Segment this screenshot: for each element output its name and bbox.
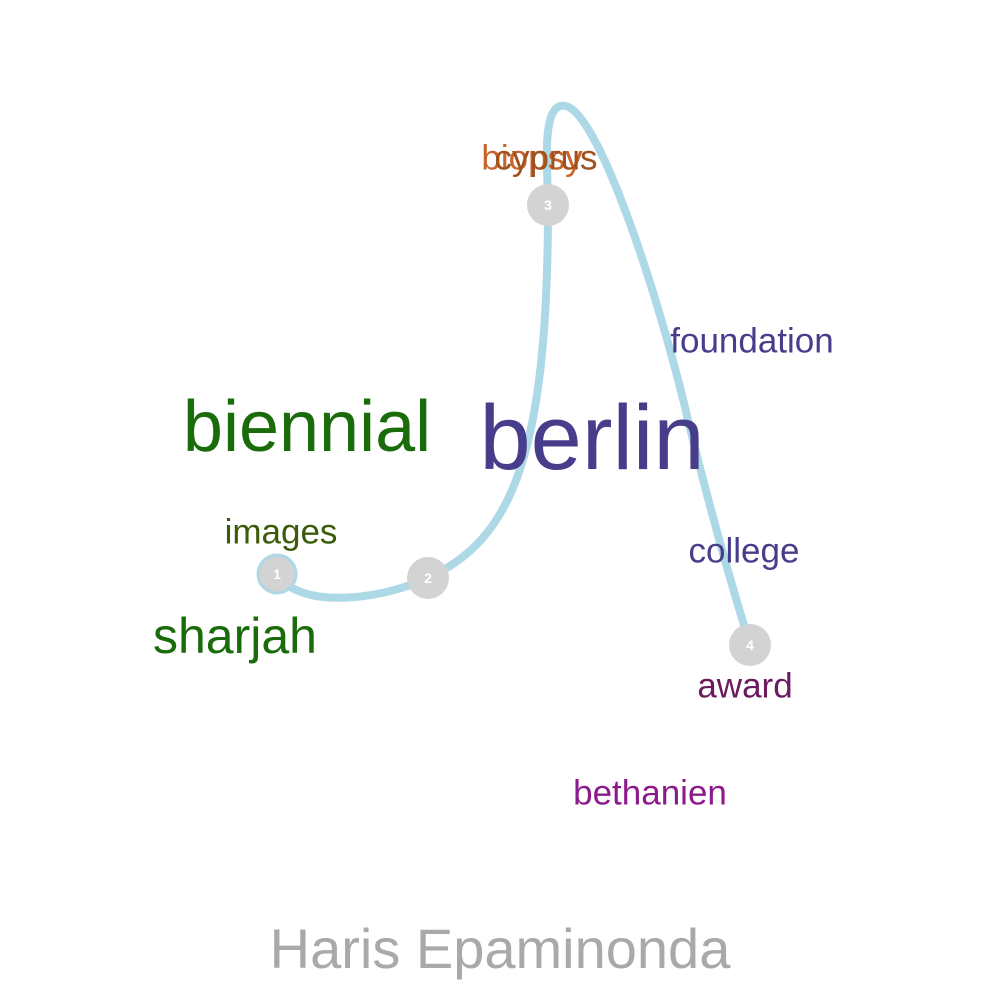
marker-2: 2 (407, 557, 449, 599)
word-bethanien: bethanien (573, 773, 727, 813)
word-cyprus: cyprus (494, 138, 598, 178)
word-biennial: biennial (182, 387, 432, 467)
word-foundation: foundation (670, 321, 834, 361)
word-berlin: berlin (479, 387, 705, 489)
marker-3-label: 3 (544, 197, 552, 213)
word-college: college (688, 531, 800, 571)
word-images: images (224, 512, 338, 552)
marker-2-label: 2 (424, 570, 432, 586)
word-award: award (697, 666, 793, 706)
marker-4: 4 (729, 624, 771, 666)
trajectory-path (273, 101, 754, 649)
marker-1-label: 1 (273, 566, 281, 582)
marker-3: 3 (527, 184, 569, 226)
word-biopsy: biopsy (481, 138, 583, 178)
artist-name-title: Haris Epaminonda (269, 917, 731, 980)
word-sharjah: sharjah (153, 608, 317, 664)
marker-4-label: 4 (746, 637, 754, 653)
marker-1: 1 (256, 553, 298, 595)
